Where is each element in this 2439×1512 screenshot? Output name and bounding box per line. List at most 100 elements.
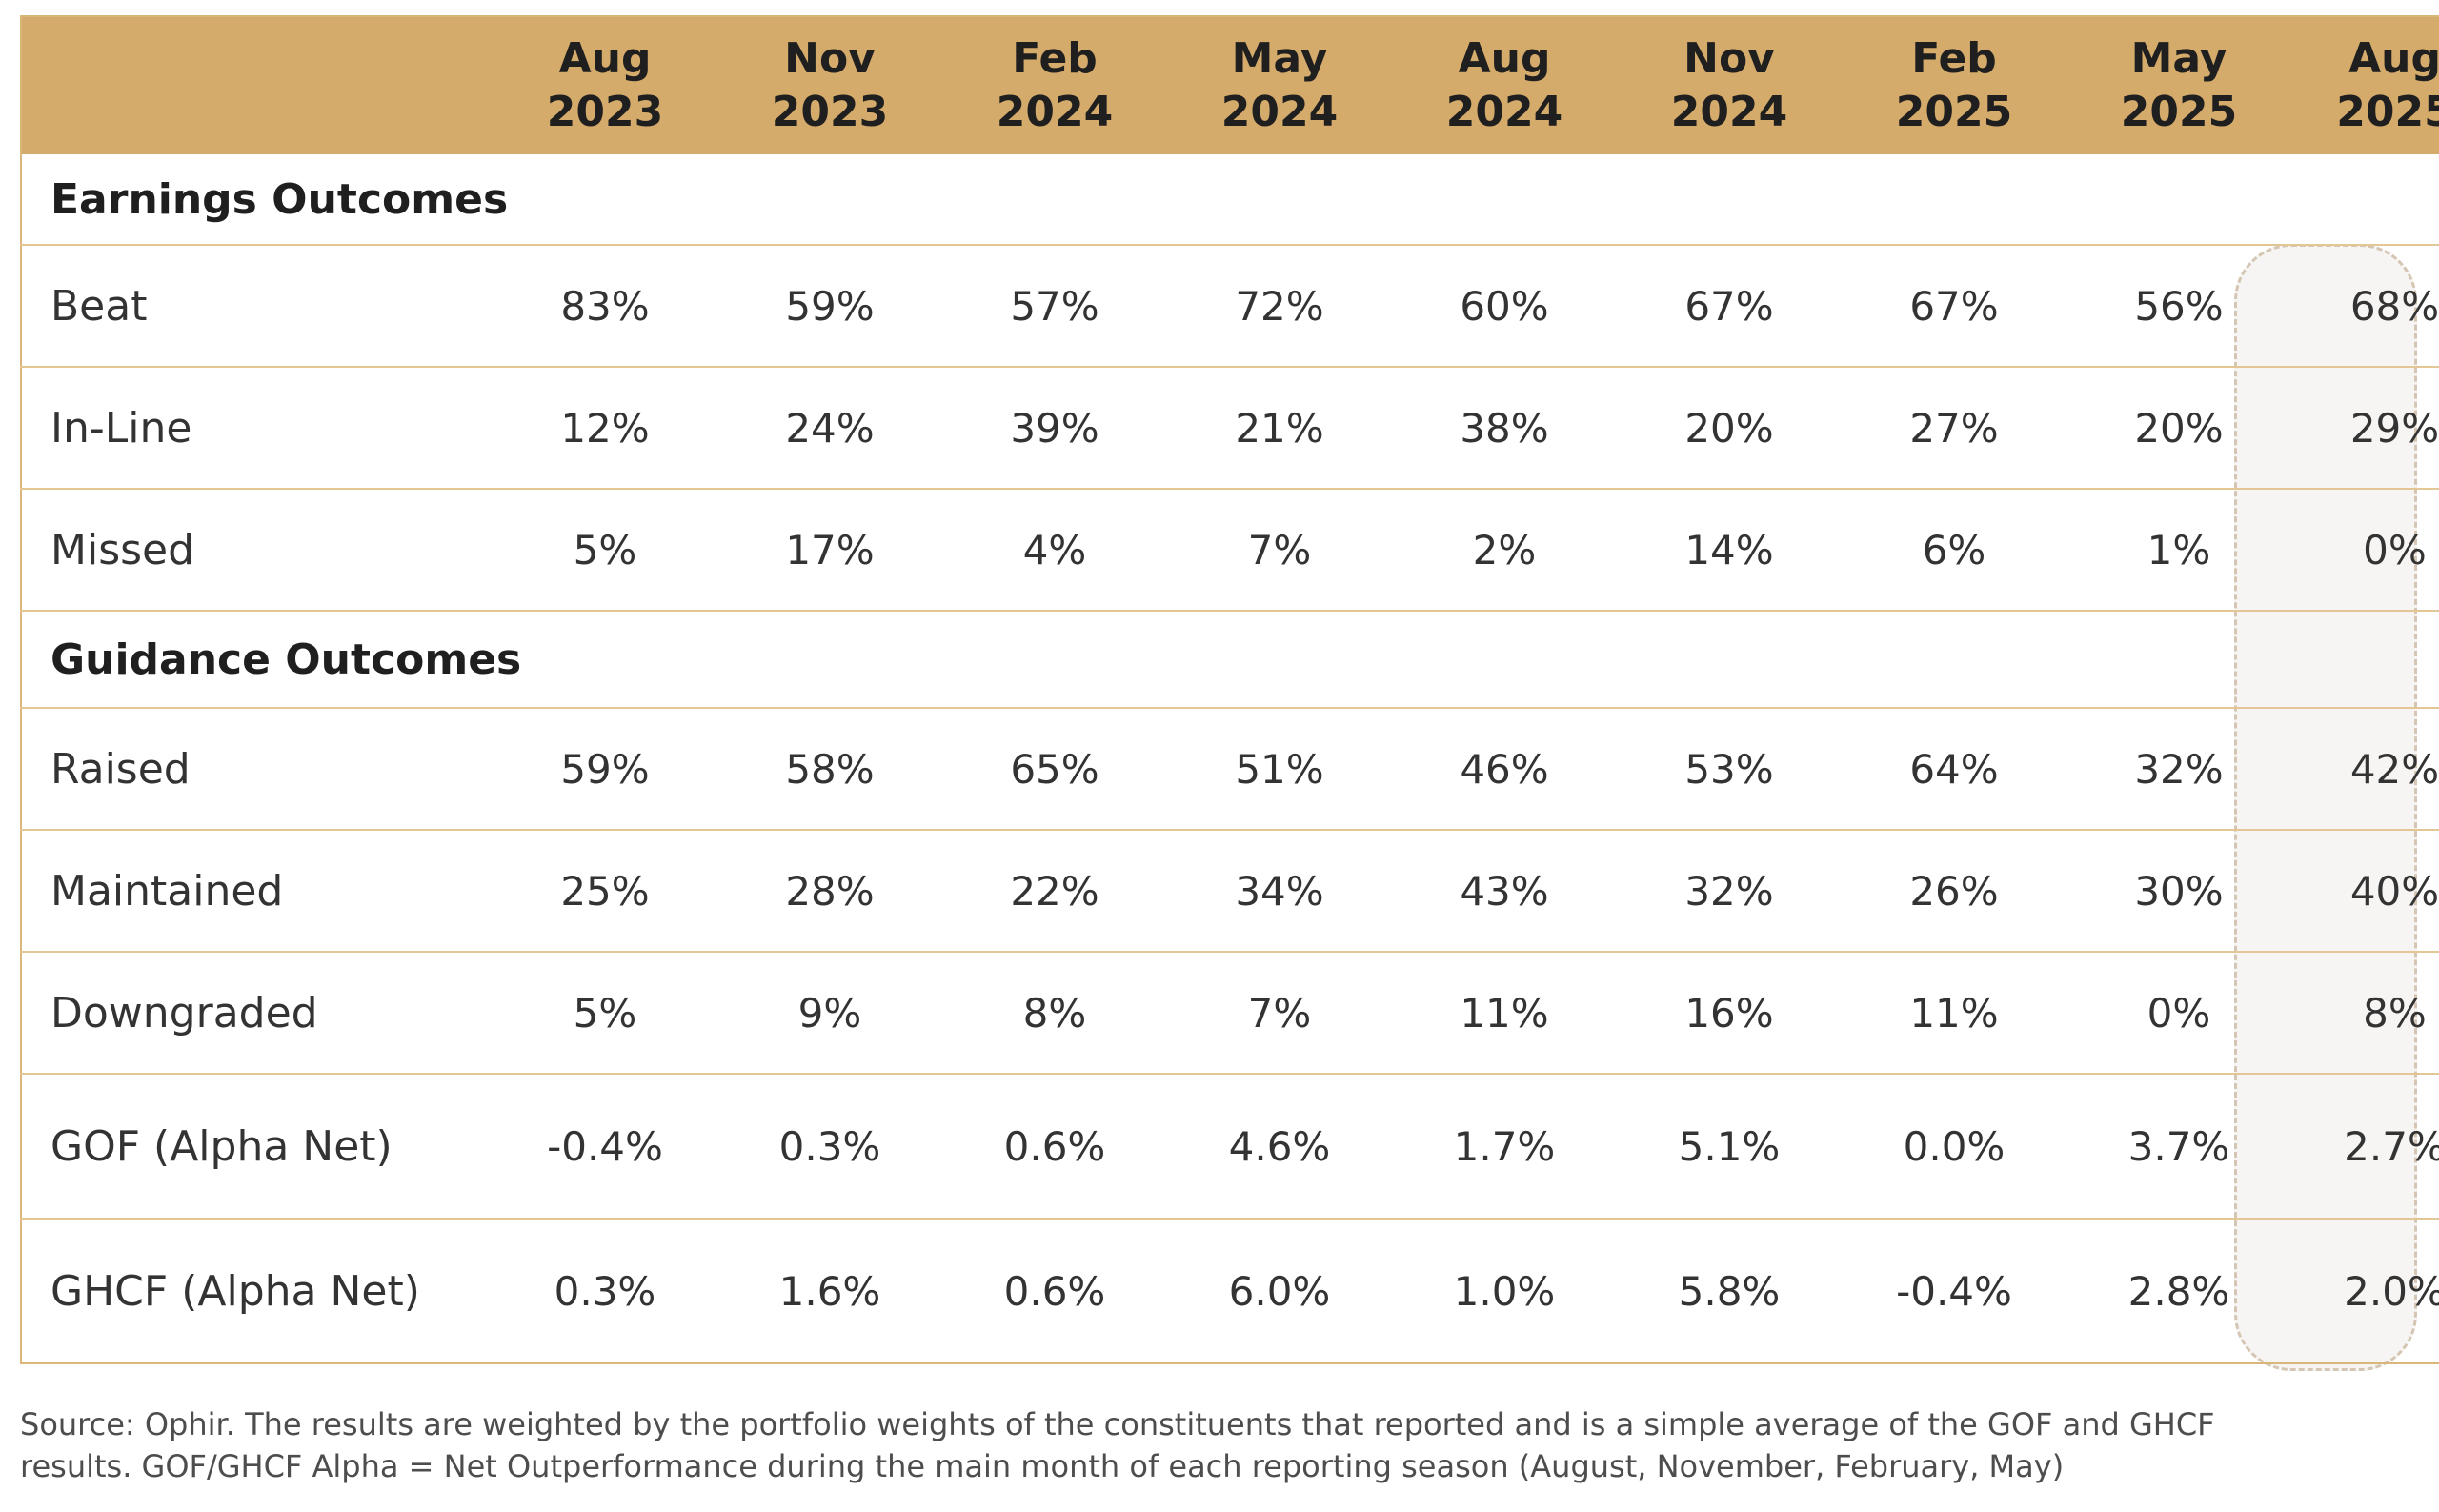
table-cell: 67% [1909, 282, 1999, 330]
table-cell: 0% [2363, 526, 2427, 574]
table-cell: 0.3% [778, 1122, 881, 1170]
column-header: Aug 2024 [1392, 16, 1617, 154]
table-cell: 3.7% [2127, 1122, 2230, 1170]
footnote-line: results. GOF/GHCF Alpha = Net Outperform… [20, 1448, 2065, 1484]
table-cell: 2.0% [2344, 1267, 2439, 1315]
column-year: 2024 [996, 88, 1114, 136]
table-cell: 59% [560, 745, 650, 793]
column-header: Aug 2025 [2291, 16, 2439, 154]
earnings-section-row: Earnings Outcomes [21, 154, 2439, 246]
table-cell: 65% [1010, 745, 1099, 793]
reporting-outcomes-table: Aug 2023 Nov 2023 Feb 2024 May 2024 Aug 2024 … [20, 15, 2439, 1364]
column-year: 2024 [1445, 88, 1563, 136]
table-cell: 24% [785, 404, 875, 452]
table-cell: 30% [2134, 867, 2224, 915]
column-month: Nov [1683, 34, 1775, 83]
row-label: In-Line [50, 403, 192, 453]
table-cell: 25% [560, 867, 650, 915]
table-cell: 1.6% [778, 1267, 881, 1315]
table-cell: 7% [1247, 526, 1312, 574]
table-row: In-Line 12% 24% 39% 21% 38% 20% 27% 20% 29% [21, 367, 2439, 489]
column-year: 2023 [771, 88, 889, 136]
guidance-rows: Raised 59% 58% 65% 51% 46% 53% 64% 32% 42% Maintai… [21, 708, 2439, 1074]
table-cell: 20% [2134, 404, 2224, 452]
table-cell: 51% [1235, 745, 1324, 793]
table-cell: 21% [1235, 404, 1324, 452]
table-cell: 8% [1022, 989, 1087, 1037]
table-cell: -0.4% [1896, 1267, 2012, 1315]
table-cell: 0.6% [1003, 1122, 1106, 1170]
table-cell: 64% [1909, 745, 1999, 793]
table-cell: 2.7% [2344, 1122, 2439, 1170]
column-month: Feb [1012, 34, 1098, 83]
table-cell: 34% [1235, 867, 1324, 915]
guidance-section-row: Guidance Outcomes [21, 611, 2439, 709]
row-label: Beat [50, 281, 148, 331]
row-label: Downgraded [50, 988, 318, 1038]
column-month: Feb [1911, 34, 1997, 83]
column-header: Feb 2024 [942, 16, 1167, 154]
row-label: GOF (Alpha Net) [50, 1121, 393, 1171]
table-cell: 29% [2349, 404, 2439, 452]
column-year: 2024 [1220, 88, 1339, 136]
column-month: Aug [2348, 34, 2439, 83]
table-cell: 9% [797, 989, 862, 1037]
column-year: 2024 [1670, 88, 1788, 136]
guidance-section-title: Guidance Outcomes [21, 611, 2439, 709]
table-cell: 1% [2147, 526, 2211, 574]
alpha-rows: GOF (Alpha Net) -0.4% 0.3% 0.6% 4.6% 1.7% 5.1%… [21, 1074, 2439, 1363]
table-row: Beat 83% 59% 57% 72% 60% 67% 67% 56% 68% [21, 245, 2439, 367]
table-cell: 14% [1684, 526, 1774, 574]
column-header: Aug 2023 [493, 16, 717, 154]
table-cell: 42% [2349, 745, 2439, 793]
table-cell: 4.6% [1228, 1122, 1331, 1170]
table-cell: 5% [573, 526, 637, 574]
earnings-rows: Beat 83% 59% 57% 72% 60% 67% 67% 56% 68% In-Line 12… [21, 245, 2439, 611]
table-row: Maintained 25% 28% 22% 34% 43% 32% 26% 30% 40% [21, 830, 2439, 952]
table-cell: 26% [1909, 867, 1999, 915]
column-year: 2023 [546, 88, 664, 136]
column-header: Nov 2024 [1617, 16, 1842, 154]
table-cell: 27% [1909, 404, 1999, 452]
column-year: 2025 [2120, 88, 2238, 136]
table-cell: 59% [785, 282, 875, 330]
table-cell: 22% [1010, 867, 1099, 915]
table-cell: 83% [560, 282, 650, 330]
table-cell: 16% [1684, 989, 1774, 1037]
table-row: Raised 59% 58% 65% 51% 46% 53% 64% 32% 42% [21, 708, 2439, 830]
header-row: Aug 2023 Nov 2023 Feb 2024 May 2024 Aug 2024 … [21, 16, 2439, 154]
table-cell: 1.0% [1453, 1267, 1556, 1315]
table-cell: 60% [1460, 282, 1549, 330]
table-cell: 32% [1684, 867, 1774, 915]
table-cell: 5.8% [1678, 1267, 1781, 1315]
column-month: May [2130, 34, 2227, 83]
table-cell: 5.1% [1678, 1122, 1781, 1170]
table-row: GHCF (Alpha Net) 0.3% 1.6% 0.6% 6.0% 1.0% 5.8%… [21, 1219, 2439, 1363]
table-cell: 7% [1247, 989, 1312, 1037]
column-header: Nov 2023 [717, 16, 942, 154]
table-cell: 39% [1010, 404, 1099, 452]
table-cell: 2% [1472, 526, 1537, 574]
table-cell: 0.3% [554, 1267, 656, 1315]
table-cell: 40% [2349, 867, 2439, 915]
column-month: Nov [784, 34, 876, 83]
table-cell: 72% [1235, 282, 1324, 330]
table-cell: 2.8% [2127, 1267, 2230, 1315]
table-cell: 28% [785, 867, 875, 915]
column-header: Feb 2025 [1842, 16, 2066, 154]
table-cell: -0.4% [547, 1122, 663, 1170]
table-cell: 38% [1460, 404, 1549, 452]
table-cell: 0.6% [1003, 1267, 1106, 1315]
table-cell: 17% [785, 526, 875, 574]
footnote-line: Source: Ophir. The results are weighted … [20, 1406, 2215, 1442]
table-cell: 56% [2134, 282, 2224, 330]
table-cell: 8% [2363, 989, 2427, 1037]
table-cell: 0.0% [1903, 1122, 2006, 1170]
column-month: May [1231, 34, 1328, 83]
table-cell: 12% [560, 404, 650, 452]
table-cell: 67% [1684, 282, 1774, 330]
source-footnote: Source: Ophir. The results are weighted … [20, 1403, 2421, 1487]
row-label: GHCF (Alpha Net) [50, 1266, 420, 1316]
table-cell: 6.0% [1228, 1267, 1331, 1315]
table-cell: 32% [2134, 745, 2224, 793]
